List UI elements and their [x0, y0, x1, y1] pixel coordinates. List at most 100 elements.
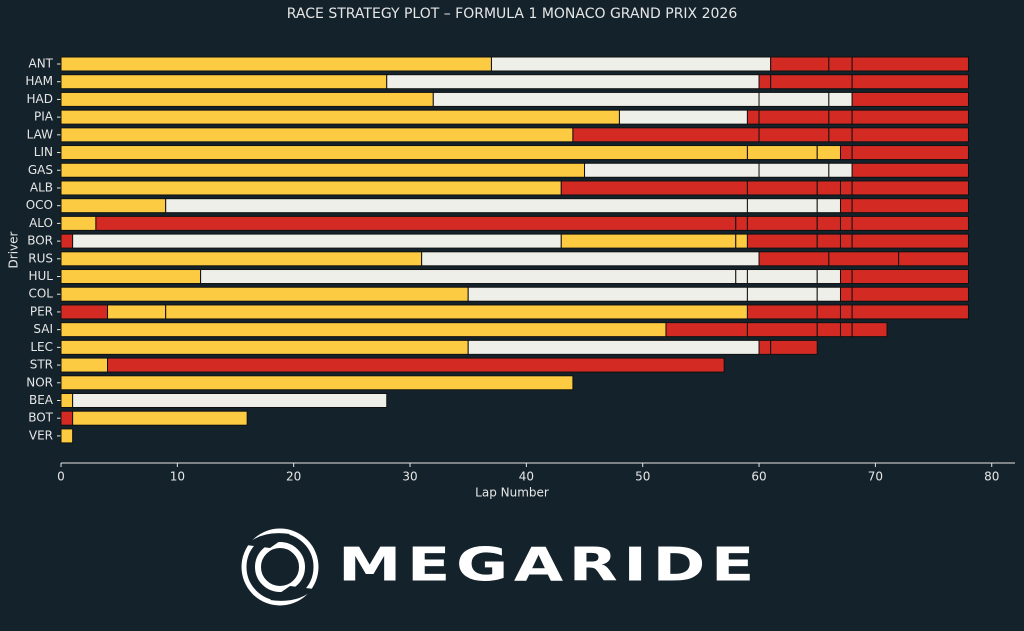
- stint-bar: [60, 286, 469, 302]
- stint-bar: [72, 410, 248, 426]
- stint-bar: [758, 109, 830, 125]
- stint-bar: [200, 269, 737, 285]
- stint-bar: [60, 180, 562, 196]
- y-tick-label: GAS: [28, 163, 53, 177]
- y-tick-label: COL: [28, 287, 53, 301]
- stint-bar: [816, 198, 841, 214]
- stint-bar: [746, 145, 818, 161]
- x-tick-label: 0: [57, 470, 65, 484]
- stint-bar: [851, 91, 969, 107]
- stint-bar: [60, 251, 423, 267]
- stint-bar: [467, 286, 748, 302]
- y-tick-label: BEA: [29, 393, 54, 407]
- stint-bar: [432, 91, 760, 107]
- y-tick-label: PER: [30, 304, 53, 318]
- stint-bar: [746, 109, 760, 125]
- stint-bar: [816, 145, 841, 161]
- stint-bar: [816, 180, 841, 196]
- stint-bar: [839, 215, 853, 231]
- stint-bar: [746, 269, 818, 285]
- x-tick-label: 70: [868, 470, 883, 484]
- stint-bar: [851, 109, 969, 125]
- x-tick-label: 50: [635, 470, 650, 484]
- stint-bar: [758, 251, 830, 267]
- stint-bar: [816, 322, 841, 338]
- stint-bar: [95, 215, 737, 231]
- x-axis-label: Lap Number: [475, 486, 549, 500]
- stint-bar: [560, 180, 748, 196]
- stint-bar: [758, 162, 830, 178]
- stint-bar: [60, 127, 574, 143]
- stint-bar: [851, 304, 969, 320]
- stint-bar: [758, 91, 830, 107]
- stint-bar: [828, 91, 853, 107]
- logo-ring: [241, 528, 319, 606]
- stint-bar: [584, 162, 760, 178]
- stint-bar: [839, 322, 853, 338]
- stint-bar: [851, 269, 969, 285]
- stint-bar: [851, 286, 969, 302]
- x-tick-label: 10: [170, 470, 185, 484]
- stint-bar: [735, 269, 748, 285]
- stint-bar: [386, 74, 760, 90]
- y-tick-label: VER: [29, 428, 53, 442]
- stint-bar: [165, 198, 748, 214]
- stint-bar: [839, 145, 853, 161]
- stint-bar: [60, 304, 109, 320]
- stint-bar: [72, 233, 562, 249]
- stint-bar: [60, 233, 74, 249]
- stint-bar: [421, 251, 760, 267]
- stint-bar: [839, 269, 853, 285]
- logo-swoosh: [246, 533, 314, 601]
- y-axis-label: Driver: [7, 231, 21, 268]
- stint-bar: [828, 162, 853, 178]
- stint-bar: [839, 304, 853, 320]
- stint-bar: [746, 198, 818, 214]
- stint-bar: [60, 269, 202, 285]
- stint-bar: [758, 74, 772, 90]
- stint-bar: [851, 56, 969, 72]
- stint-bar: [839, 233, 853, 249]
- stint-bar: [758, 339, 772, 355]
- stint-bar: [770, 339, 818, 355]
- y-tick-label: BOT: [28, 411, 53, 425]
- stint-bar: [107, 304, 167, 320]
- x-tick-label: 30: [402, 470, 417, 484]
- stint-bar: [816, 286, 841, 302]
- stint-bar: [851, 162, 969, 178]
- y-tick-label: ANT: [28, 57, 53, 71]
- stint-bar: [851, 127, 969, 143]
- stint-bar: [60, 392, 74, 408]
- stint-bar: [60, 375, 574, 391]
- stint-bar: [746, 180, 818, 196]
- logo-inner: [255, 542, 305, 592]
- stint-bar: [851, 145, 969, 161]
- stint-bar: [60, 339, 469, 355]
- stint-bar: [72, 392, 388, 408]
- stint-bar: [828, 251, 900, 267]
- stint-bar: [735, 215, 748, 231]
- stint-bar: [839, 198, 853, 214]
- stint-bar: [60, 198, 167, 214]
- stint-bar: [60, 74, 388, 90]
- stint-bar: [851, 233, 969, 249]
- stint-bar: [60, 410, 74, 426]
- stint-bar: [851, 180, 969, 196]
- stint-bar: [758, 127, 830, 143]
- stint-bar: [816, 304, 841, 320]
- y-tick-label: LIN: [34, 145, 53, 159]
- y-tick-label: LEC: [30, 340, 53, 354]
- stint-bar: [770, 74, 853, 90]
- stint-bar: [851, 74, 969, 90]
- stint-bar: [60, 145, 748, 161]
- y-tick-label: HAD: [27, 92, 53, 106]
- stint-bar: [746, 322, 818, 338]
- stint-bar: [467, 339, 760, 355]
- y-tick-label: PIA: [34, 110, 54, 124]
- stint-bar: [60, 109, 620, 125]
- stint-bar: [828, 109, 853, 125]
- stint-bar: [665, 322, 748, 338]
- stint-bar: [60, 357, 109, 373]
- x-tick-label: 20: [286, 470, 301, 484]
